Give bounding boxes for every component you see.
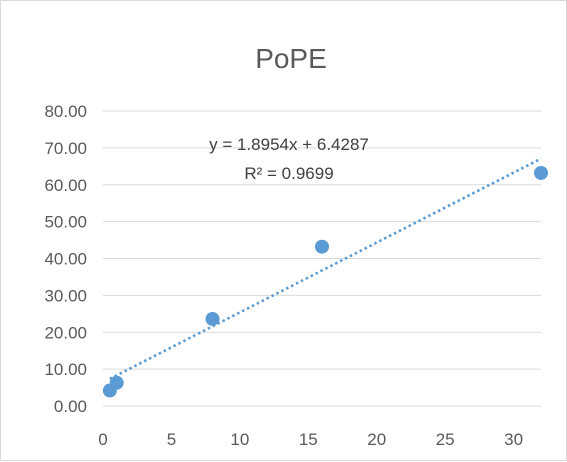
y-tick-label: 40.00 xyxy=(44,250,87,269)
trendline-layer xyxy=(109,157,542,380)
x-tick-label: 25 xyxy=(436,430,455,449)
x-tick-label: 5 xyxy=(167,430,176,449)
chart-title: PoPE xyxy=(255,43,327,74)
x-tick-label: 0 xyxy=(98,430,107,449)
trendline xyxy=(109,157,542,380)
y-tick-label: 30.00 xyxy=(44,286,87,305)
x-axis-ticks: 0 5 10 15 20 25 30 xyxy=(98,430,523,449)
gridlines xyxy=(103,110,541,407)
data-point xyxy=(315,239,329,254)
y-axis-ticks: 0.00 10.00 20.00 30.00 40.00 50.00 60.00 70.00 8… xyxy=(44,102,87,416)
y-tick-label: 10.00 xyxy=(44,360,87,379)
x-tick-label: 20 xyxy=(367,430,386,449)
x-tick-label: 30 xyxy=(504,430,523,449)
data-point xyxy=(534,165,548,180)
data-point xyxy=(109,375,124,390)
r-squared-label: R² = 0.9699 xyxy=(244,164,333,183)
y-tick-label: 0.00 xyxy=(54,397,87,416)
data-point xyxy=(205,311,220,326)
y-tick-label: 60.00 xyxy=(44,176,87,195)
y-tick-label: 70.00 xyxy=(44,139,87,158)
x-tick-label: 10 xyxy=(230,430,249,449)
trendline-equation: y = 1.8954x + 6.4287 xyxy=(209,135,369,154)
y-tick-label: 80.00 xyxy=(44,102,87,121)
y-tick-label: 20.00 xyxy=(44,323,87,342)
x-tick-label: 15 xyxy=(299,430,318,449)
data-points xyxy=(102,165,548,398)
y-tick-label: 50.00 xyxy=(44,213,87,232)
